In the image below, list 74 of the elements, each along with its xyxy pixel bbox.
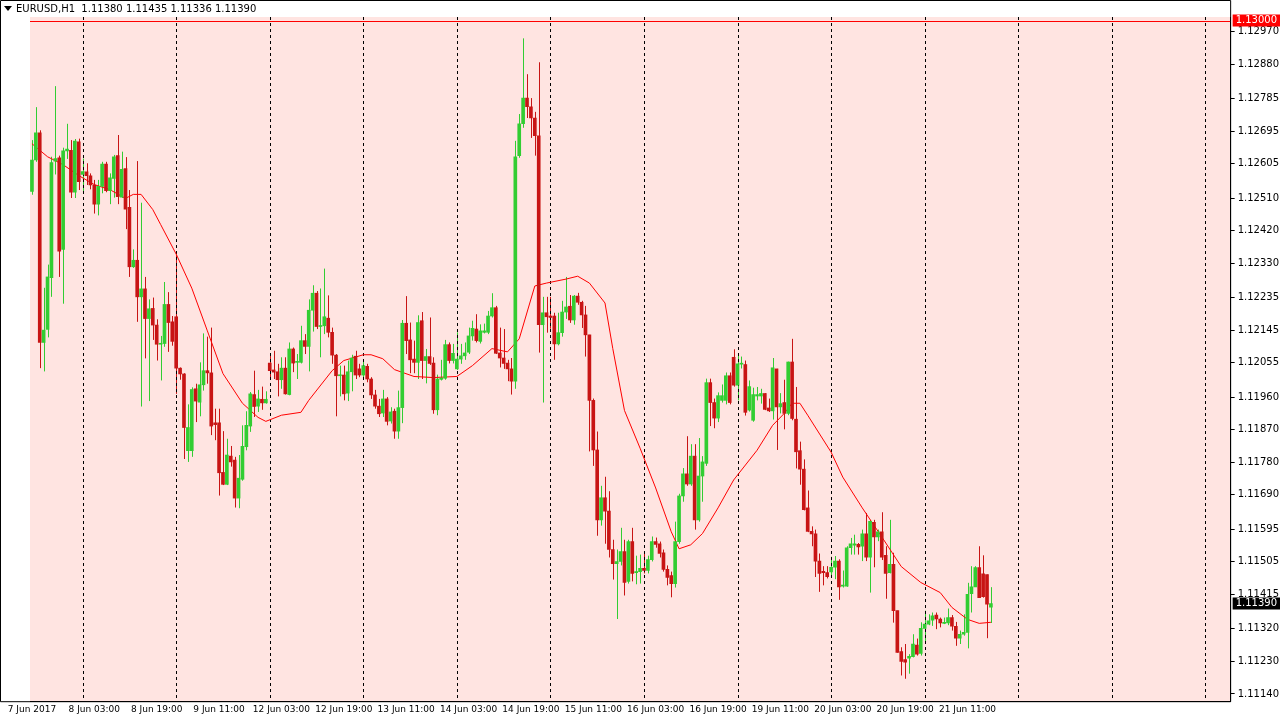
x-tick-label: 8 Jun 19:00 <box>130 703 183 714</box>
y-tick-label: 1.12330 <box>1237 256 1280 268</box>
y-tick-label: 1.11230 <box>1237 654 1280 666</box>
candlestick <box>872 519 876 568</box>
x-tick-label: 12 Jun 19:00 <box>315 703 373 714</box>
x-tick-label: 15 Jun 11:00 <box>564 703 623 714</box>
y-tick-label: 1.11780 <box>1237 455 1280 467</box>
candlestick <box>568 294 572 324</box>
candlestick <box>903 643 907 680</box>
candlestick <box>341 365 346 401</box>
x-tick-label: 19 Jun 11:00 <box>751 703 810 714</box>
candlestick <box>989 586 993 624</box>
x-tick-label: 20 Jun 19:00 <box>876 703 934 714</box>
candlestick <box>708 378 713 427</box>
y-tick-label: 1.11595 <box>1237 522 1280 534</box>
candlestick <box>260 386 264 411</box>
x-tick-label: 14 Jun 03:00 <box>439 703 498 714</box>
candlestick <box>267 353 272 380</box>
y-tick-label: 1.12235 <box>1237 291 1280 303</box>
candlestick <box>556 312 561 346</box>
candlestick <box>345 360 350 402</box>
x-tick-label: 13 Jun 11:00 <box>377 703 436 714</box>
candlestick <box>139 202 143 408</box>
y-tick-label: 1.12055 <box>1237 356 1280 368</box>
candlestick <box>150 297 155 341</box>
y-tick-label: 1.12970 <box>1237 25 1280 37</box>
candlestick <box>338 365 342 397</box>
candlestick <box>638 554 642 585</box>
x-tick-label: 9 Jun 11:00 <box>193 703 246 714</box>
y-tick-label: 1.11415 <box>1237 588 1280 599</box>
candlestick <box>864 512 868 562</box>
candlestick <box>634 555 638 585</box>
x-tick-label: 12 Jun 03:00 <box>252 703 311 714</box>
candlestick <box>256 389 260 413</box>
y-tick-label: 1.11690 <box>1237 488 1280 500</box>
chart-title: EURUSD,H1 1.11380 1.11435 1.11336 1.11390 <box>16 2 257 14</box>
candlestick <box>447 341 451 364</box>
y-tick-label: 1.11960 <box>1237 390 1280 402</box>
x-tick-label: 16 Jun 03:00 <box>627 703 685 714</box>
y-tick-label: 1.12785 <box>1237 92 1280 104</box>
x-tick-label: 14 Jun 19:00 <box>502 703 560 714</box>
y-tick-label: 1.11505 <box>1237 555 1280 567</box>
candlestick <box>455 331 459 371</box>
candlestick <box>193 383 198 423</box>
y-tick-label: 1.12510 <box>1237 191 1280 203</box>
x-tick-label: 7 Jun 2017 <box>7 703 57 714</box>
x-tick-label: 16 Jun 19:00 <box>689 703 747 714</box>
candlestick <box>302 333 307 355</box>
y-tick-label: 1.12695 <box>1237 124 1280 136</box>
y-tick-label: 1.11140 <box>1237 687 1280 699</box>
candlestick <box>599 485 603 527</box>
candlestick <box>525 73 529 119</box>
candlestick <box>380 389 385 418</box>
y-tick-label: 1.12145 <box>1237 323 1280 335</box>
candlestick <box>642 553 646 574</box>
y-tick-label: 1.11870 <box>1237 423 1280 435</box>
text: 1.11390 <box>1235 597 1278 609</box>
candlestick <box>685 435 689 487</box>
candlestick <box>147 298 151 402</box>
y-tick-label: 1.11320 <box>1237 622 1280 634</box>
y-tick-label: 1.12880 <box>1237 57 1280 69</box>
x-tick-label: 8 Jun 03:00 <box>68 703 121 714</box>
candlestick <box>614 549 619 620</box>
x-tick-label: 21 Jun 11:00 <box>938 703 997 714</box>
candlestick <box>291 347 295 373</box>
candlestick <box>716 391 720 423</box>
candlestick <box>384 396 389 426</box>
y-tick-label: 1.12420 <box>1237 224 1280 236</box>
candlestick <box>131 248 136 269</box>
candlestick <box>80 158 85 192</box>
candlestick <box>252 370 256 418</box>
ref-line-label: 1.13000 <box>1235 14 1278 26</box>
x-tick-label: 20 Jun 03:00 <box>814 703 872 714</box>
y-tick-label: 1.12605 <box>1237 157 1280 169</box>
